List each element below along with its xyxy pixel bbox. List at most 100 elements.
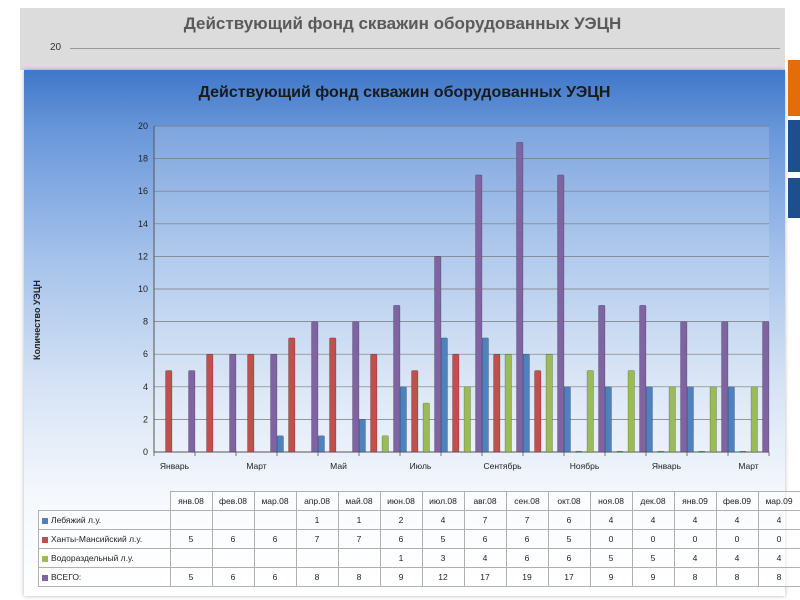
table-value-cell: 5	[169, 567, 213, 587]
bar-2	[370, 353, 378, 453]
bar-2	[534, 370, 542, 453]
table-value-cell: 0	[589, 529, 633, 549]
bar-3	[504, 353, 512, 453]
table-value-cell: 9	[379, 567, 423, 587]
table-value-cell: 4	[757, 548, 800, 568]
table-value-cell: 2	[379, 510, 423, 530]
legend-series-name: Ханты-Мансийский л.у.	[51, 534, 143, 544]
bar-1	[276, 435, 284, 453]
table-header-cell: апр.08	[295, 491, 339, 511]
table-series-label: Лебяжий л.у.	[38, 510, 171, 530]
bar-2	[575, 450, 583, 453]
table-value-cell: 5	[631, 548, 675, 568]
table-value-cell: 8	[337, 567, 381, 587]
table-series-label: ВСЕГО:	[38, 567, 171, 587]
table-row: Ханты-Мансийский л.у. 5 6 6 7 7 6 5 6 6 5 0 0 0 0 0	[38, 529, 800, 549]
table-header-row: янв.08 фев.08 мар.08 апр.08 май.08 июн.08 июл.…	[39, 491, 800, 511]
deco-strip-blue-2	[788, 178, 800, 218]
bar-1	[358, 419, 366, 453]
bar-4	[229, 353, 237, 453]
table-value-cell: 0	[715, 529, 759, 549]
legend-swatch	[42, 555, 48, 562]
table-value-cell: 12	[421, 567, 465, 587]
table-value-cell: 6	[547, 510, 591, 530]
x-axis-label: Март	[738, 461, 758, 471]
table-header-cell: сен.08	[505, 491, 549, 511]
table-value-cell: 4	[589, 510, 633, 530]
legend-swatch	[42, 574, 48, 581]
deco-strip-orange	[788, 60, 800, 116]
bar-3	[422, 402, 430, 453]
bar-2	[288, 337, 296, 453]
bar-1	[563, 386, 571, 453]
table-row: Лебяжий л.у. 1 1 2 4 7 7 6 4 4 4 4 4	[38, 510, 800, 530]
y-tick-label: 4	[143, 382, 148, 392]
bar-2	[165, 370, 173, 453]
bar-3	[545, 353, 553, 453]
bar-3	[463, 386, 471, 453]
table-header-cell: июн.08	[379, 491, 423, 511]
bar-3	[381, 435, 389, 453]
chart-plot: 0 2 4 6 8 10 12 14 16 18 20 Январь Март Май Июль Сентяб…	[138, 121, 770, 471]
table-value-cell: 4	[631, 510, 675, 530]
table-header-cell: мар.08	[253, 491, 297, 511]
bar-2	[247, 353, 255, 453]
table-value-cell: 4	[673, 548, 717, 568]
table-value-cell: 6	[547, 548, 591, 568]
table-value-cell: 7	[463, 510, 507, 530]
bar-4	[639, 305, 647, 453]
table-header-cell: ноя.08	[589, 491, 633, 511]
table-value-cell: 17	[547, 567, 591, 587]
table-value-cell	[169, 548, 213, 568]
table-header-cell: май.08	[337, 491, 381, 511]
table-value-cell: 8	[673, 567, 717, 587]
bar-2	[206, 353, 214, 453]
table-value-cell: 8	[757, 567, 800, 587]
table-value-cell: 0	[757, 529, 800, 549]
table-value-cell: 6	[253, 567, 297, 587]
table-value-cell	[295, 548, 339, 568]
bar-4	[311, 321, 319, 453]
y-tick-label: 16	[138, 186, 148, 196]
bar-1	[645, 386, 653, 453]
bar-1	[399, 386, 407, 453]
table-row: ВСЕГО: 5 6 6 8 8 9 12 17 19 17 9 9 8 8 8	[38, 567, 800, 587]
y-tick-label: 14	[138, 219, 148, 229]
table-value-cell: 7	[505, 510, 549, 530]
table-value-cell: 4	[673, 510, 717, 530]
table-header-cell: окт.08	[547, 491, 591, 511]
deco-strip-top	[788, 0, 800, 48]
table-value-cell: 8	[715, 567, 759, 587]
table-corner	[39, 492, 171, 511]
bar-3	[627, 370, 635, 453]
table-header-cell: июл.08	[421, 491, 465, 511]
bar-4	[598, 305, 606, 453]
table-series-label: Ханты-Мансийский л.у.	[38, 529, 171, 549]
table-value-cell: 9	[589, 567, 633, 587]
table-value-cell: 3	[421, 548, 465, 568]
chart-title: Действующий фонд скважин оборудованных У…	[198, 84, 611, 101]
table-row: Водораздельный л.у. 1 3 4 6 6 5 5 4 4 4	[38, 548, 800, 568]
y-tick-label: 18	[138, 154, 148, 164]
bar-1	[604, 386, 612, 453]
table-value-cell: 5	[589, 548, 633, 568]
y-tick-label: 2	[143, 414, 148, 424]
table-value-cell: 4	[715, 510, 759, 530]
bar-1	[522, 353, 530, 453]
table-value-cell: 4	[715, 548, 759, 568]
bar-4	[680, 321, 688, 453]
table-series-label: Водораздельный л.у.	[38, 548, 171, 568]
table-header-cell: янв.08	[169, 491, 213, 511]
bar-4	[188, 370, 196, 453]
x-axis-label: Январь	[652, 461, 682, 471]
bar-2	[739, 450, 747, 453]
y-tick-label: 12	[138, 251, 148, 261]
bar-4	[762, 321, 770, 453]
chart-card: Действующий фонд скважин оборудованных У…	[24, 70, 800, 596]
bar-3	[750, 386, 758, 453]
bar-4	[516, 142, 524, 453]
bar-4	[721, 321, 729, 453]
legend-swatch	[42, 536, 48, 543]
table-value-cell: 6	[463, 529, 507, 549]
table-value-cell: 6	[211, 529, 255, 549]
